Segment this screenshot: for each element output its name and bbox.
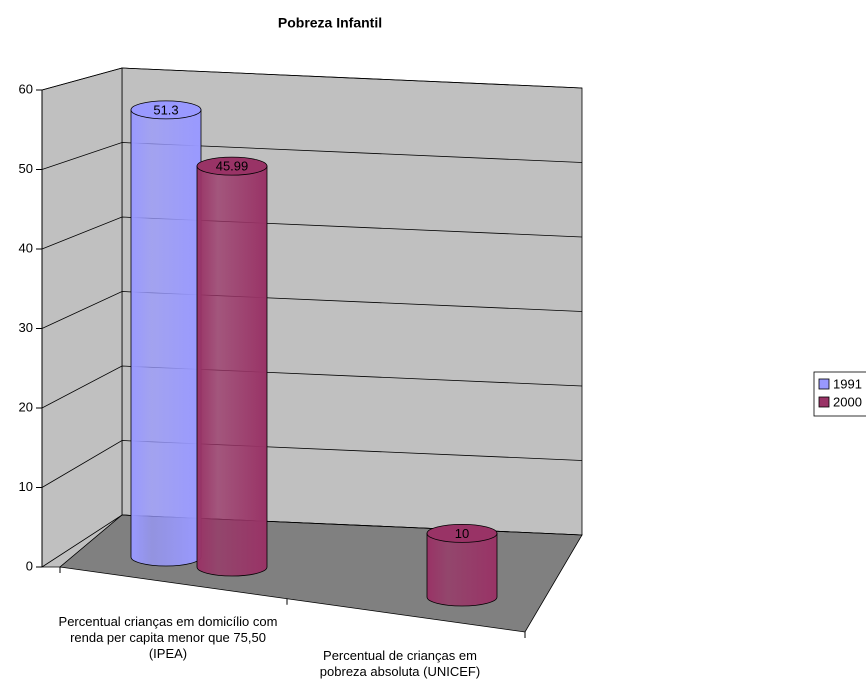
value-label: 45.99 (216, 159, 249, 174)
y-tick-label: 40 (19, 240, 33, 255)
grid-line (41, 142, 583, 170)
bar-body (196, 165, 268, 577)
bar (130, 100, 202, 567)
grid-line (41, 365, 583, 409)
y-tick-label: 10 (19, 479, 33, 494)
y-tick-label: 50 (19, 161, 33, 176)
bar-body (130, 109, 202, 567)
legend-label: 1991 (833, 376, 862, 391)
grid-line (41, 514, 583, 568)
side-wall (41, 67, 123, 568)
y-tick-label: 20 (19, 399, 33, 414)
bar-top (426, 523, 498, 543)
y-tick-label: 60 (19, 81, 33, 96)
legend-label: 2000 (833, 394, 862, 409)
legend-swatch (818, 396, 830, 408)
bar-body (426, 532, 498, 607)
grid-line (41, 440, 583, 488)
bar (426, 523, 498, 607)
grid-line (41, 67, 583, 91)
value-label: 10 (455, 526, 469, 541)
x-tick-label: Percentual crianças em domicílio com ren… (58, 614, 278, 661)
grid-line (41, 216, 583, 250)
bar (196, 156, 268, 577)
value-label: 51.3 (153, 102, 178, 117)
legend-swatch (818, 378, 830, 390)
bar-top (130, 100, 202, 120)
bar-top (196, 156, 268, 176)
chart-title: Pobreza Infantil (278, 15, 382, 31)
y-tick-label: 0 (26, 558, 33, 573)
x-tick-label: Percentual de crianças em pobreza absolu… (319, 648, 481, 679)
y-tick-label: 30 (19, 320, 33, 335)
grid-line (41, 291, 583, 329)
